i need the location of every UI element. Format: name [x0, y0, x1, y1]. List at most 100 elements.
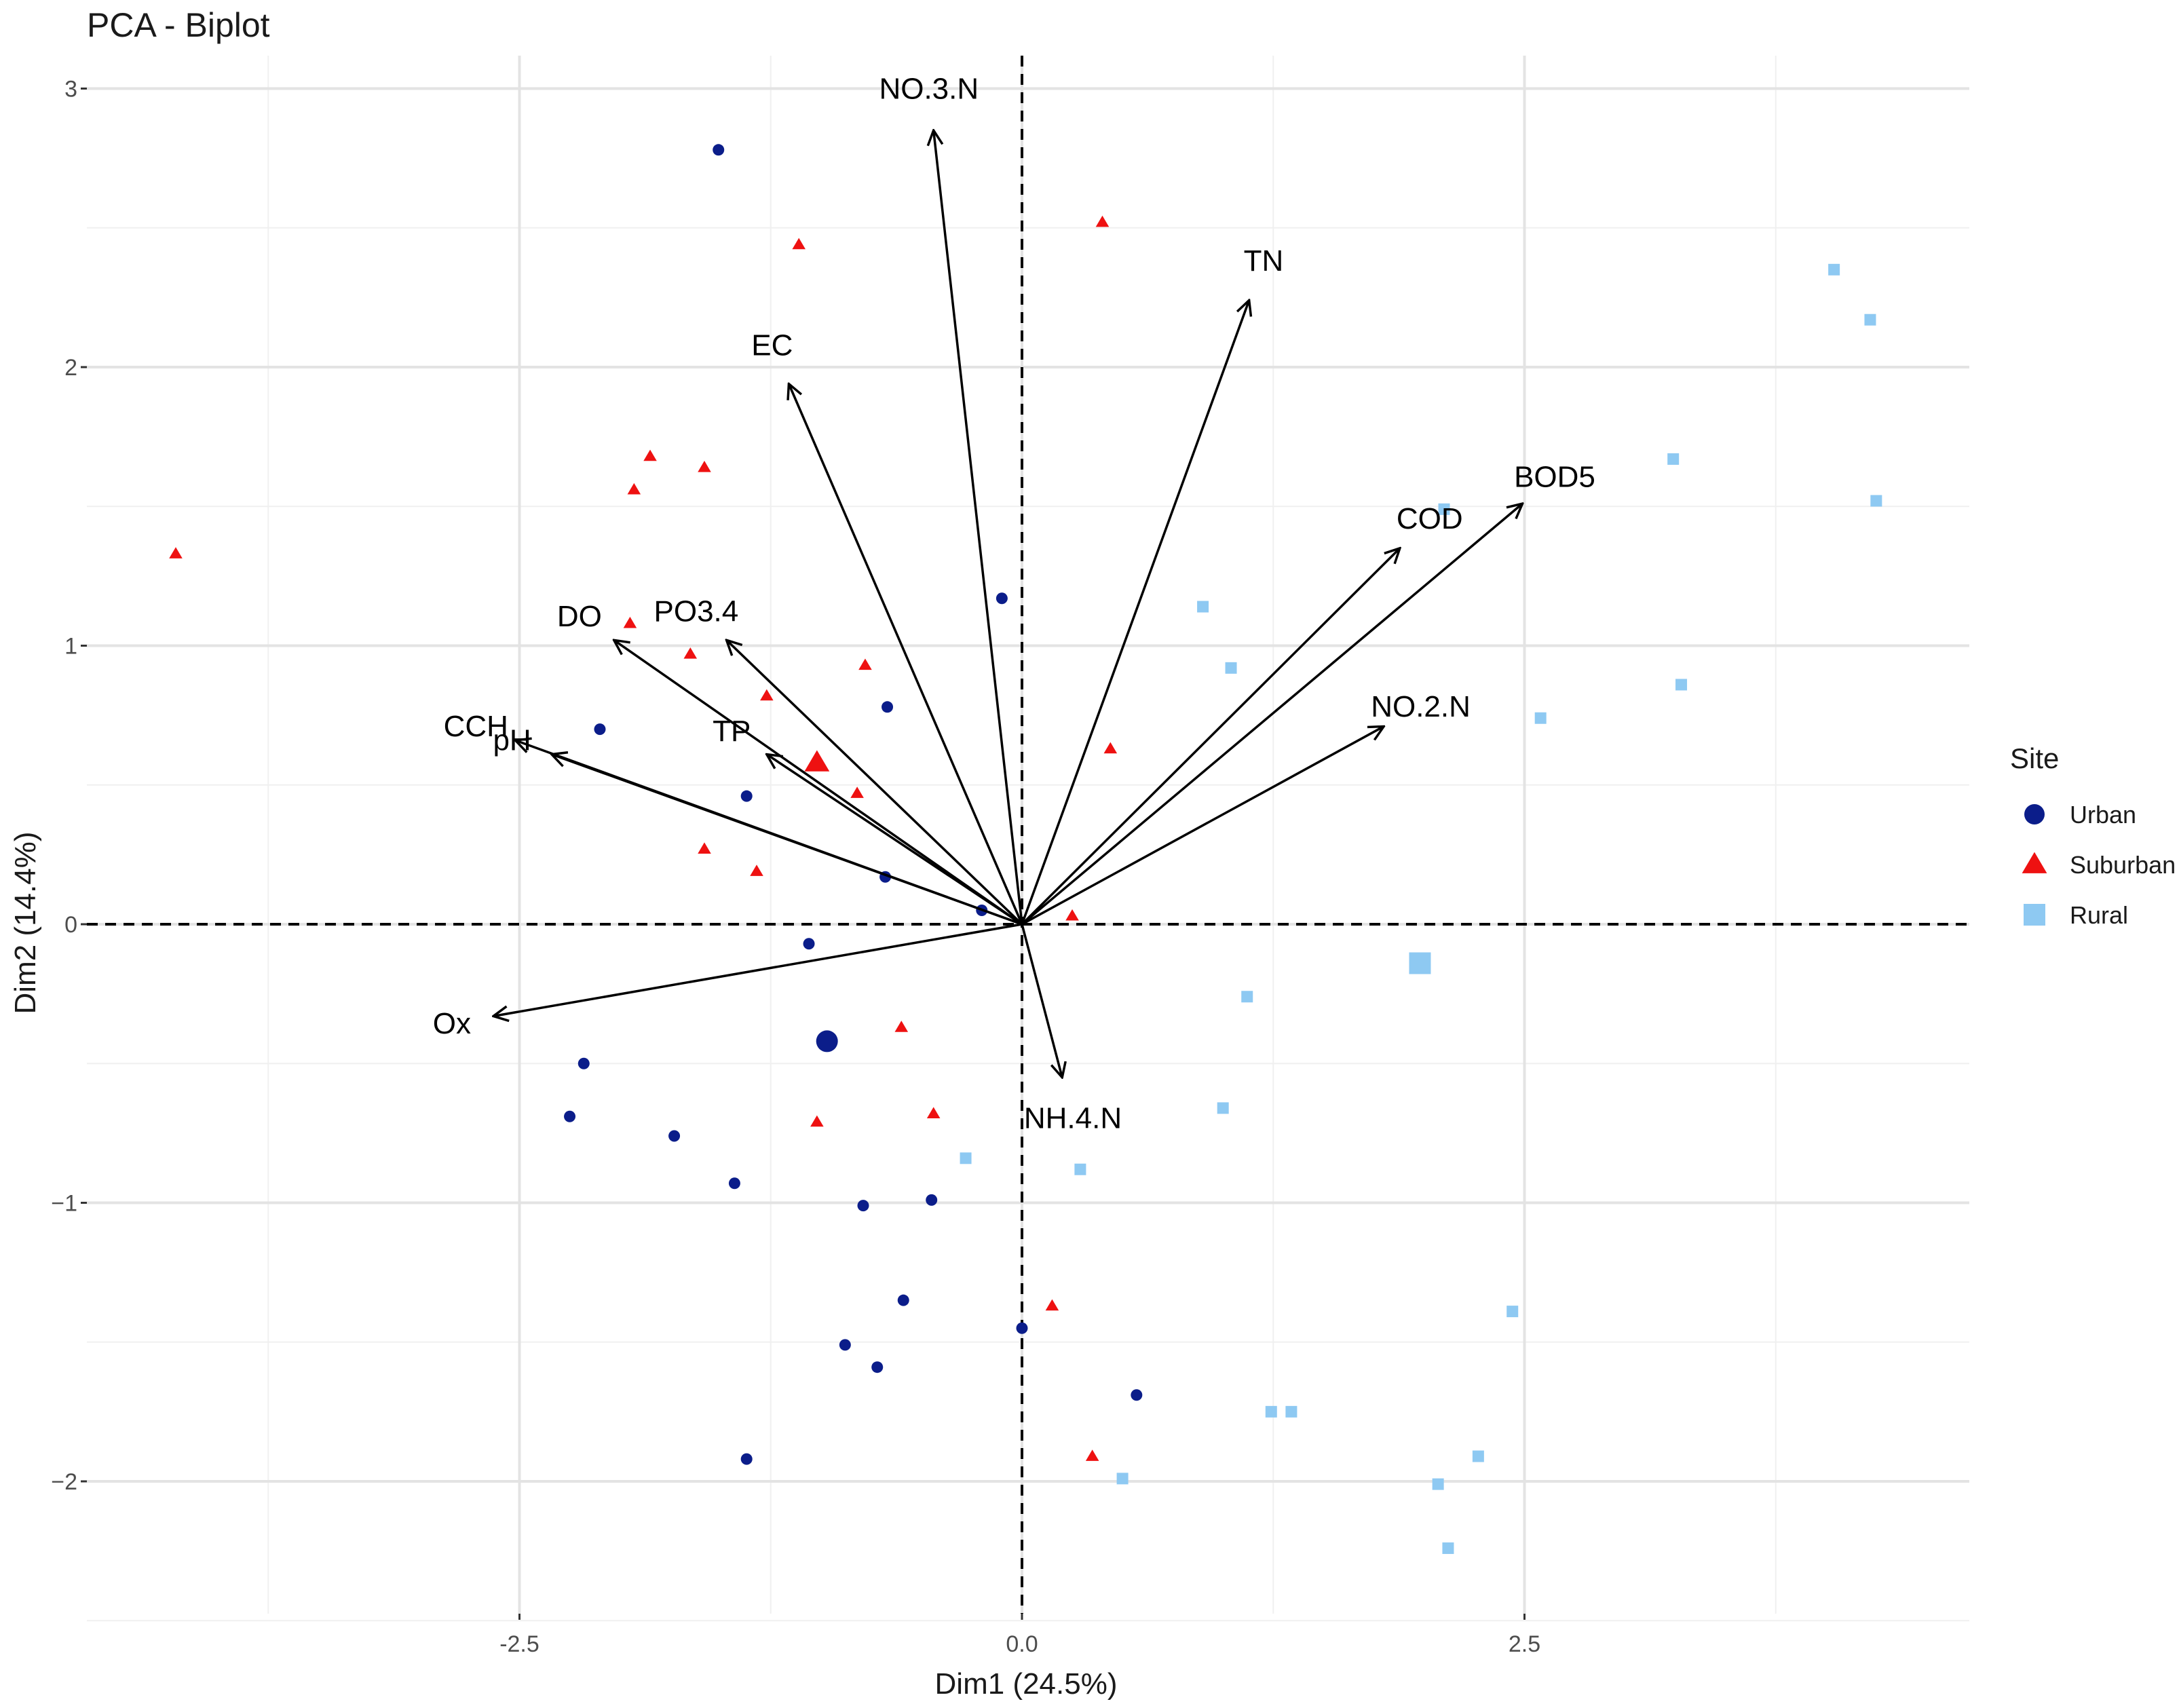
variable-label: DO: [557, 600, 602, 633]
urban-point: [926, 1194, 938, 1206]
variable-label: TP: [713, 715, 751, 748]
rural-point: [1116, 1473, 1129, 1485]
rural-point: [1442, 1542, 1454, 1555]
legend: Site Urban Suburban Rural: [2010, 742, 2176, 929]
suburban-point: [894, 1021, 909, 1032]
rural-point: [1197, 601, 1209, 613]
variable-label: NO.3.N: [879, 72, 979, 105]
rural-point: [1217, 1102, 1229, 1114]
urban-point: [996, 592, 1008, 605]
urban-point: [1131, 1389, 1143, 1401]
legend-label: Urban: [2070, 801, 2136, 829]
variable-arrow: [1021, 548, 1400, 926]
variable-label: Ox: [433, 1007, 471, 1040]
suburban-point: [750, 865, 763, 876]
legend-key-rural: [2024, 904, 2045, 926]
individuals: [169, 144, 1882, 1555]
urban-point: [740, 1453, 753, 1465]
rural-point: [1507, 1306, 1519, 1318]
variable-arrow: [1021, 504, 1523, 926]
rural-point: [1667, 453, 1680, 465]
variable-arrow: [552, 755, 1023, 926]
urban-point: [728, 1177, 740, 1190]
rural-point: [1265, 1405, 1277, 1418]
legend-key-suburban: [2022, 852, 2047, 873]
rural-point: [1225, 662, 1237, 674]
rural-point: [1285, 1405, 1297, 1418]
variable-label: PO3.4: [654, 594, 739, 628]
suburban-point: [792, 238, 806, 250]
axis-ticks: -2.5 0.0 2.5 −2 −1 0 1 2 3: [51, 77, 1540, 1658]
urban-point: [897, 1294, 909, 1306]
suburban-point: [1085, 1449, 1099, 1461]
zero-lines: [87, 56, 1969, 1614]
suburban-point: [683, 647, 698, 659]
suburban-point: [698, 842, 711, 854]
suburban-point: [1065, 909, 1079, 921]
variable-label: NH.4.N: [1024, 1102, 1122, 1135]
variable-arrow: [493, 923, 1023, 1016]
suburban-point: [1095, 215, 1110, 227]
rural-point: [1472, 1450, 1484, 1462]
chart-title: PCA - Biplot: [87, 6, 270, 44]
x-tick-label: -2.5: [499, 1631, 539, 1657]
suburban-point: [1045, 1299, 1059, 1311]
legend-label: Rural: [2070, 901, 2128, 929]
suburban-centroid: [804, 750, 830, 772]
x-axis-title: Dim1 (24.5%): [935, 1667, 1118, 1701]
y-tick-label: −2: [51, 1469, 77, 1495]
suburban-point: [169, 547, 183, 558]
variable-arrow: [1021, 727, 1384, 926]
urban-point: [564, 1110, 576, 1122]
urban-point: [882, 701, 894, 713]
rural-point: [1241, 991, 1253, 1003]
suburban-point: [1103, 742, 1118, 754]
variable-arrow: [934, 130, 1023, 925]
variable-arrow: [767, 755, 1023, 926]
rural-point: [1074, 1163, 1086, 1175]
rural-point: [1828, 263, 1840, 276]
suburban-point: [623, 616, 637, 628]
suburban-point: [810, 1115, 824, 1127]
urban-point: [839, 1339, 851, 1351]
y-tick-label: 1: [64, 634, 77, 660]
variable-arrow: [614, 640, 1023, 926]
variable-arrow: [727, 640, 1023, 926]
legend-label: Suburban: [2070, 851, 2176, 879]
rural-point: [960, 1152, 972, 1164]
variable-label: CCH: [444, 710, 508, 743]
variable-arrow: [1021, 924, 1062, 1078]
y-tick-label: 3: [64, 77, 77, 102]
rural-point: [1864, 314, 1876, 326]
rural-point: [1534, 712, 1547, 724]
variable-label: pH: [493, 724, 531, 757]
rural-centroid: [1409, 952, 1431, 974]
rural-point: [1432, 1478, 1444, 1490]
variable-arrow: [1021, 300, 1249, 925]
variable-label: COD: [1397, 502, 1463, 535]
variable-label: TN: [1244, 244, 1284, 278]
legend-title: Site: [2010, 742, 2059, 774]
urban-point: [857, 1200, 869, 1212]
legend-key-urban: [2024, 804, 2045, 824]
urban-point: [713, 144, 725, 156]
suburban-point: [850, 786, 864, 798]
variable-arrow: [789, 384, 1023, 925]
suburban-point: [627, 482, 641, 495]
suburban-point: [858, 658, 872, 670]
urban-point: [871, 1361, 884, 1373]
x-tick-label: 0.0: [1006, 1631, 1038, 1657]
y-tick-label: 2: [64, 355, 77, 381]
rural-point: [1675, 679, 1688, 691]
variable-label: NO.2.N: [1371, 690, 1471, 723]
urban-point: [594, 723, 606, 736]
suburban-point: [698, 461, 711, 472]
x-tick-label: 2.5: [1509, 1631, 1540, 1657]
urban-point: [803, 938, 815, 950]
rural-point: [1870, 495, 1882, 507]
urban-point: [668, 1130, 681, 1142]
suburban-point: [643, 449, 657, 461]
rural-point: [1438, 503, 1450, 515]
